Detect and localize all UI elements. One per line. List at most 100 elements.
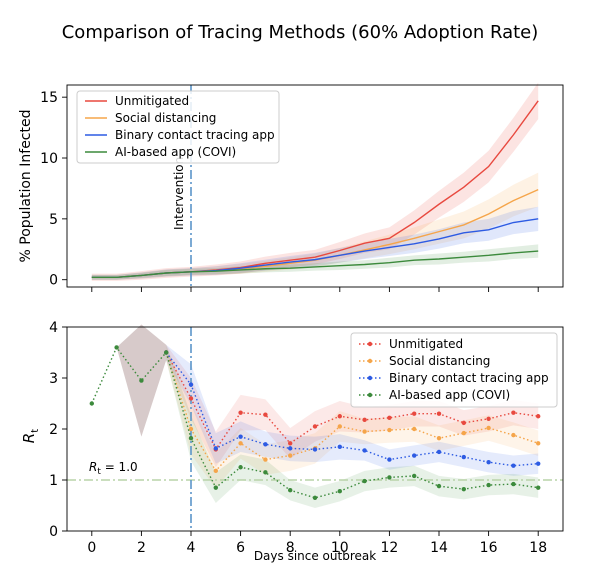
panel-infected: Intervention 0 5 10 15 % Population Infected U… [18,82,564,292]
x-tick-label: 14 [430,540,448,556]
point-binary-contact-tracing-app [362,448,367,453]
point-ai-based-app-covi [164,350,169,355]
point-unmitigated [188,396,194,401]
point-unmitigated [461,420,466,426]
x-tick-label: 12 [380,540,398,556]
point-binary-contact-tracing-app [412,453,417,458]
legend-label-binary-contact-tracing-app: Binary contact tracing app [389,371,549,385]
legend-label-unmitigated: Unmitigated [389,337,463,351]
point-binary-contact-tracing-app [337,444,342,450]
point-ai-based-app-covi [312,495,318,501]
point-ai-based-app-covi [412,473,417,479]
y-tick-label: 4 [49,320,58,336]
point-social-distancing [486,425,491,431]
legend-label-ai-based-app-covi: AI-based app (COVI) [115,145,236,159]
legend-marker [367,375,373,381]
line-prefix [91,346,167,404]
y-axis-label-rt: Rt [20,429,41,443]
legend-frame [350,332,558,408]
point-unmitigated [387,415,392,420]
plot-frame [66,84,564,288]
point-unmitigated [536,414,541,419]
legend: Unmitigated Social distancing Binary conta… [76,90,280,164]
point-binary-contact-tracing-app [312,447,318,452]
point-ai-based-app-covi [436,483,442,489]
legend-marker [367,392,373,398]
point-ai-based-app-covi [461,486,466,492]
legend-marker [367,341,373,347]
x-tick-label: 2 [137,540,146,556]
point-prefix [139,378,144,383]
line-ai-based-app-covi [165,352,539,499]
legend-label-social-distancing: Social distancing [115,111,216,125]
reference-label: Rt = 1.0 [89,460,138,477]
x-tick-label: 10 [331,540,349,556]
point-unmitigated [511,410,516,415]
point-social-distancing [213,468,218,474]
point-social-distancing [288,453,293,458]
band-ai-based-app-covi [166,344,539,509]
point-binary-contact-tracing-app [436,449,442,455]
legend-label-unmitigated: Unmitigated [115,94,189,108]
chart-title: Comparison of Tracing Methods (60% Adopt… [62,22,539,43]
line-ai-based-app-covi [91,250,539,278]
point-binary-contact-tracing-app [387,457,392,462]
point-social-distancing [536,441,541,446]
y-tick-label: 0 [49,273,58,289]
point-social-distancing [436,435,442,441]
point-unmitigated [288,441,293,446]
point-ai-based-app-covi [511,481,516,487]
point-binary-contact-tracing-app [188,382,194,387]
point-social-distancing [387,427,392,433]
point-unmitigated [337,414,342,419]
legend-frame [76,90,280,164]
point-prefix [89,401,95,406]
y-tick-label: 15 [40,90,58,106]
y-tick-label: 1 [49,473,58,489]
x-axis-label: Days since outbreak [254,549,376,563]
point-unmitigated [263,412,268,417]
point-binary-contact-tracing-app [511,463,516,468]
point-ai-based-app-covi [337,489,342,494]
band-social-distancing [91,172,539,280]
y-tick-label: 10 [40,151,58,167]
line-binary-contact-tracing-app [165,352,539,467]
point-social-distancing [337,424,342,429]
x-tick-label: 6 [236,540,245,556]
legend-label-social-distancing: Social distancing [389,354,490,368]
point-ai-based-app-covi [486,482,491,488]
y-tick-label: 0 [49,524,58,540]
point-unmitigated [362,417,367,423]
band-binary-contact-tracing-app [91,206,539,280]
x-tick-label: 4 [187,540,196,556]
point-binary-contact-tracing-app [536,461,541,466]
band-binary-contact-tracing-app [166,344,539,476]
y-tick-label: 3 [49,371,58,387]
point-unmitigated [238,410,243,415]
point-unmitigated [312,424,318,429]
legend-marker [367,358,373,364]
line-social-distancing [165,352,539,472]
point-social-distancing [461,430,466,436]
x-tick-label: 8 [286,540,295,556]
x-tick-label: 16 [480,540,498,556]
legend-rt: Unmitigated Social distancing Binary conta… [350,332,558,408]
point-binary-contact-tracing-app [288,446,293,451]
point-ai-based-app-covi [188,435,194,441]
point-binary-contact-tracing-app [263,442,268,447]
point-unmitigated [412,411,417,416]
x-tick-label: 18 [529,540,547,556]
y-tick-label: 5 [49,212,58,228]
point-ai-based-app-covi [362,478,367,484]
legend-label-ai-based-app-covi: AI-based app (COVI) [389,388,510,402]
point-ai-based-app-covi [213,485,218,490]
point-prefix [114,345,119,350]
point-ai-based-app-covi [238,465,243,470]
point-social-distancing [188,426,194,432]
point-binary-contact-tracing-app [213,446,218,451]
line-unmitigated [165,352,539,451]
y-tick-label: 2 [49,422,58,438]
point-binary-contact-tracing-app [486,459,491,465]
